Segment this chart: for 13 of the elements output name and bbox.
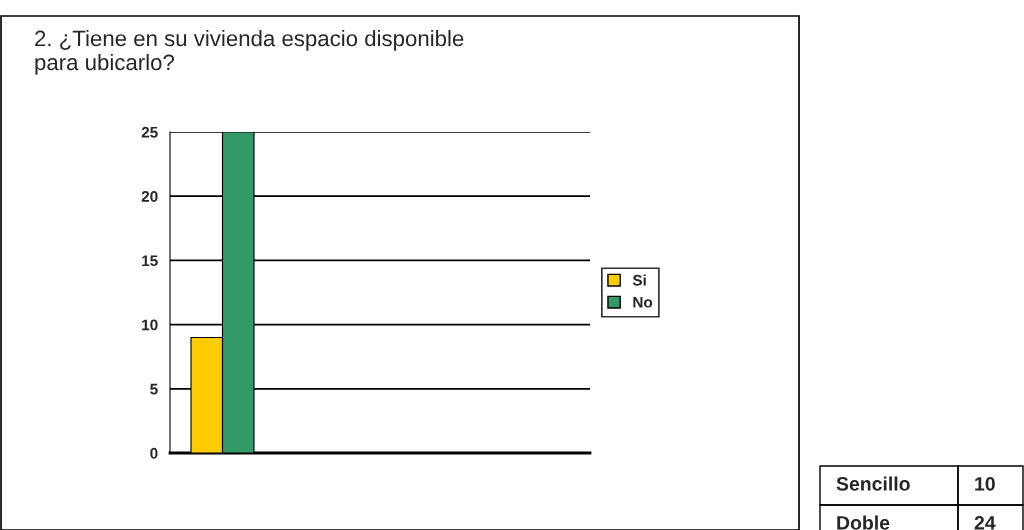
legend-label: Si: [632, 274, 646, 286]
text: 24: [974, 515, 996, 530]
text: 10: [975, 476, 995, 491]
text: Sencillo: [836, 476, 910, 491]
y-tick-label: 20: [141, 191, 158, 202]
legend-label: No: [633, 296, 653, 308]
y-tick-label: 5: [150, 383, 158, 395]
y-tick-label: 0: [150, 447, 158, 459]
text: Doble: [837, 515, 890, 530]
y-tick-label: 25: [141, 126, 158, 138]
chart-title: 2. ¿Tiene en su vivienda espacio disponible para ubicarlo?: [35, 30, 464, 75]
y-tick-label: 15: [142, 255, 158, 267]
y-tick-label: 10: [142, 319, 158, 331]
